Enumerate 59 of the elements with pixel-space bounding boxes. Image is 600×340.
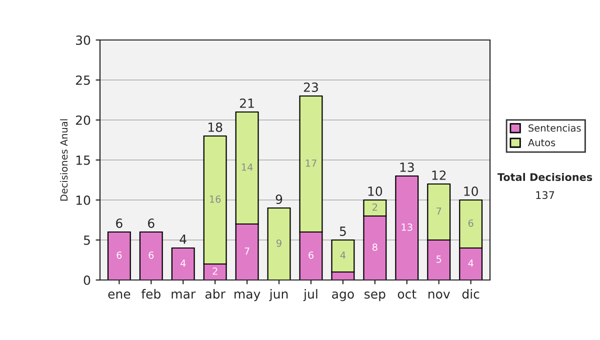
- data-label: 7: [436, 208, 442, 215]
- data-label: 4: [468, 260, 474, 267]
- y-axis-title: Decisiones Anual: [60, 119, 68, 201]
- bar: [107, 231, 131, 280]
- total-label: 10: [368, 186, 382, 196]
- data-label: 4: [340, 252, 346, 259]
- text: 137: [536, 191, 554, 200]
- data-label: 17: [306, 160, 316, 167]
- legend-label: Autos: [528, 139, 556, 146]
- total-label: 6: [148, 218, 154, 228]
- x-tick-label: abr: [205, 289, 226, 299]
- bar: [171, 247, 195, 280]
- data-label: 16: [210, 195, 221, 203]
- x-tick-label: sep: [364, 292, 386, 302]
- x-tick-label: mar: [172, 292, 196, 299]
- data-label: 13: [402, 223, 412, 231]
- total-label: 18: [208, 122, 222, 132]
- y-tick-label: 25: [76, 75, 90, 85]
- data-label: 2: [212, 267, 218, 275]
- data-label: 9: [276, 239, 282, 247]
- data-label: 8: [372, 243, 378, 251]
- total-label: 21: [240, 98, 254, 108]
- x-tick-label: jul: [303, 289, 318, 302]
- y-tick-label: 15: [76, 156, 90, 165]
- x-tick-label: ene: [108, 292, 130, 299]
- total-label: 12: [432, 170, 446, 180]
- x-tick-label: jun: [269, 289, 288, 302]
- y-tick-label: 5: [84, 236, 90, 245]
- data-label: 6: [468, 219, 474, 227]
- x-tick-label: feb: [141, 289, 160, 299]
- data-label: 6: [116, 251, 122, 259]
- total-label: 4: [180, 234, 186, 244]
- total-label: 13: [400, 162, 414, 172]
- data-label: 14: [242, 164, 253, 171]
- bar: [139, 231, 163, 280]
- data-label: 2: [372, 203, 378, 211]
- total-label: 10: [464, 186, 478, 196]
- total-label: 5: [340, 226, 346, 236]
- x-tick-label: nov: [428, 292, 450, 299]
- y-tick-label: 10: [76, 195, 90, 205]
- total-label: 6: [116, 218, 122, 228]
- y-tick-label: 20: [76, 115, 90, 125]
- bar: [395, 175, 419, 280]
- x-tick-label: may: [234, 292, 260, 302]
- bar: [267, 207, 291, 280]
- data-label: 6: [308, 251, 314, 259]
- legend-label: Sentencias: [528, 124, 581, 132]
- data-label: 6: [148, 251, 154, 259]
- y-tick-label: 0: [84, 275, 90, 285]
- y-tick-label: 30: [76, 35, 90, 45]
- text: Total Decisiones: [497, 172, 592, 182]
- total-label: 23: [304, 82, 318, 92]
- x-tick-label: oct: [398, 290, 416, 299]
- data-label: 5: [436, 256, 442, 263]
- data-label: 4: [180, 260, 186, 267]
- data-label: 7: [244, 248, 250, 255]
- x-tick-label: dic: [462, 289, 480, 299]
- x-tick-label: ago: [332, 292, 354, 302]
- total-label: 9: [276, 194, 282, 204]
